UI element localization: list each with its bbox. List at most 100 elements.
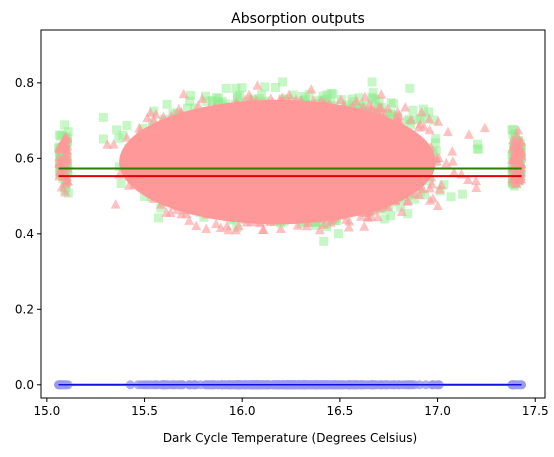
data-point-square <box>389 99 399 109</box>
data-point-square <box>231 83 241 93</box>
data-point-triangle <box>402 195 413 205</box>
data-point-square <box>116 178 126 188</box>
x-axis: 15.0 15.5 16.0 16.5 17.0 17.5 <box>34 398 549 418</box>
data-point-square <box>412 115 422 125</box>
data-point-square <box>257 90 267 100</box>
data-point-square <box>213 98 223 108</box>
data-point-triangle <box>515 145 526 155</box>
data-point-triangle <box>433 116 444 126</box>
data-point-triangle <box>382 103 393 113</box>
data-point-triangle <box>257 224 268 235</box>
data-point-triangle <box>432 200 443 210</box>
data-point-triangle <box>59 139 70 149</box>
data-point-triangle <box>418 121 429 132</box>
data-point-square <box>260 82 270 92</box>
data-point-triangle <box>215 222 226 233</box>
data-point-square <box>472 144 482 154</box>
data-point-triangle <box>54 142 65 152</box>
data-point-square <box>98 112 108 122</box>
data-point-triangle <box>424 182 435 193</box>
data-point-triangle <box>511 139 522 149</box>
data-point-triangle <box>244 89 255 100</box>
data-point-triangle <box>362 211 373 222</box>
data-point-square <box>213 93 223 103</box>
x-tick-label: 16.0 <box>229 404 256 418</box>
data-point-square <box>410 194 420 204</box>
data-point-triangle <box>424 113 435 124</box>
data-point-triangle <box>193 100 204 110</box>
data-point-triangle <box>55 165 66 175</box>
data-point-triangle <box>292 220 303 230</box>
data-point-triangle <box>400 101 411 112</box>
data-point-square <box>207 96 217 106</box>
data-point-square <box>183 103 193 113</box>
y-axis: 0.0 0.2 0.4 0.6 0.8 <box>15 76 41 392</box>
data-point-triangle <box>359 221 370 231</box>
data-point-square <box>298 92 308 102</box>
data-point-square <box>114 162 124 172</box>
data-point-triangle <box>344 215 355 226</box>
data-point-triangle <box>359 91 370 102</box>
data-point-square <box>138 123 148 133</box>
data-point-square <box>60 120 70 130</box>
data-point-square <box>122 120 132 130</box>
data-point-square <box>112 125 122 135</box>
data-point-triangle <box>479 122 490 133</box>
x-tick-label: 16.5 <box>327 404 354 418</box>
data-point-square <box>380 214 390 224</box>
data-point-triangle <box>211 218 222 229</box>
data-point-triangle <box>197 93 208 103</box>
series-triangles <box>54 80 527 235</box>
data-point-square <box>326 88 336 98</box>
data-point-square <box>368 94 378 104</box>
data-point-square <box>98 134 108 144</box>
data-point-square <box>270 83 280 93</box>
data-point-square <box>408 105 418 115</box>
data-point-triangle <box>405 114 416 124</box>
data-point-triangle <box>335 94 346 104</box>
data-point-triangle <box>121 132 132 142</box>
data-point-triangle <box>449 167 460 177</box>
data-point-square <box>319 236 329 246</box>
series-circles <box>54 380 527 390</box>
data-point-triangle <box>61 174 72 185</box>
data-point-triangle <box>150 109 161 119</box>
y-tick-label: 0.0 <box>15 378 34 392</box>
data-point-triangle <box>108 139 119 149</box>
data-point-triangle <box>110 199 121 209</box>
data-point-triangle <box>372 211 383 222</box>
data-point-triangle <box>463 174 474 184</box>
data-point-square <box>386 211 396 221</box>
data-point-square <box>446 192 456 202</box>
plot-area <box>54 77 527 390</box>
data-point-triangle <box>376 89 387 99</box>
data-point-square <box>458 189 468 199</box>
data-point-square <box>424 107 434 117</box>
data-point-square <box>162 99 172 109</box>
data-point-triangle <box>62 151 73 161</box>
data-point-triangle <box>366 101 377 111</box>
x-axis-label: Dark Cycle Temperature (Degrees Celsius) <box>163 431 417 445</box>
data-point-triangle <box>142 112 153 123</box>
data-point-triangle <box>425 195 436 205</box>
data-point-square <box>237 83 247 93</box>
data-point-square <box>304 89 314 99</box>
data-point-triangle <box>284 89 295 100</box>
data-point-square <box>185 96 195 106</box>
data-point-square <box>149 106 159 116</box>
data-point-square <box>289 90 299 100</box>
data-point-triangle <box>221 220 232 231</box>
data-point-triangle <box>436 179 447 190</box>
data-point-triangle <box>314 224 325 235</box>
y-tick-label: 0.2 <box>15 302 34 316</box>
data-point-square <box>63 127 73 137</box>
data-point-square <box>367 77 377 87</box>
data-point-triangle <box>508 155 519 166</box>
x-tick-label: 15.0 <box>34 404 61 418</box>
data-point-triangle <box>351 95 362 106</box>
data-point-triangle <box>463 129 474 139</box>
triangle-cluster-core <box>119 99 436 225</box>
y-tick-label: 0.4 <box>15 227 34 241</box>
data-point-triangle <box>447 146 458 156</box>
